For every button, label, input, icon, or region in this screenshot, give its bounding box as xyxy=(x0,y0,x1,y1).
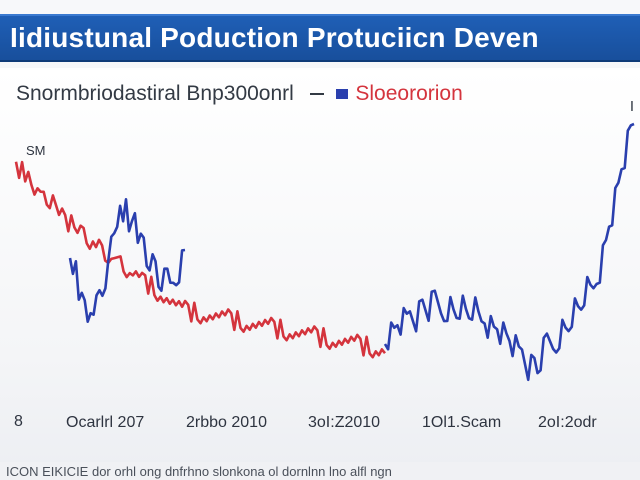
y-bottom-label: 8 xyxy=(14,413,23,430)
x-tick-label: 3oI:Z2010 xyxy=(308,414,381,431)
x-tick-label: 2oI:2odr xyxy=(538,414,597,431)
legend-label: Sloeororion xyxy=(355,82,463,105)
blue-series-line xyxy=(383,122,635,382)
legend-line-marker xyxy=(309,93,324,96)
y-top-label: SM xyxy=(26,143,46,158)
title-band: Iidiustunal Poduction Protuciicn Deven xyxy=(0,14,640,62)
x-tick-label: 2rbbo 2010 xyxy=(186,414,267,431)
legend-swatch-blue xyxy=(335,89,348,100)
title-bar: Iidiustunal Poduction Protuciicn Deven xyxy=(0,0,640,68)
footer-text: ICON EIKICIE dor orhl ong dnfrhno slonko… xyxy=(6,464,392,479)
series-layer xyxy=(14,122,635,382)
corner-label: I xyxy=(629,98,634,115)
footer: ICON EIKICIE dor orhl ong dnfrhno slonko… xyxy=(0,462,640,480)
x-tick-label: 1Ol1.Scam xyxy=(422,414,502,431)
blue-series-line xyxy=(68,198,186,324)
red-series-line xyxy=(14,160,387,359)
chart-title: Iidiustunal Poduction Protuciicn Deven xyxy=(10,22,539,53)
subtitle-prefix: Snormbriodastiral Bnp300onrl xyxy=(16,82,294,105)
chart-subtitle: Snormbriodastiral Bnp300onrl Sloeororion xyxy=(16,82,463,106)
x-tick-label: Ocarlrl 207 xyxy=(66,414,145,431)
